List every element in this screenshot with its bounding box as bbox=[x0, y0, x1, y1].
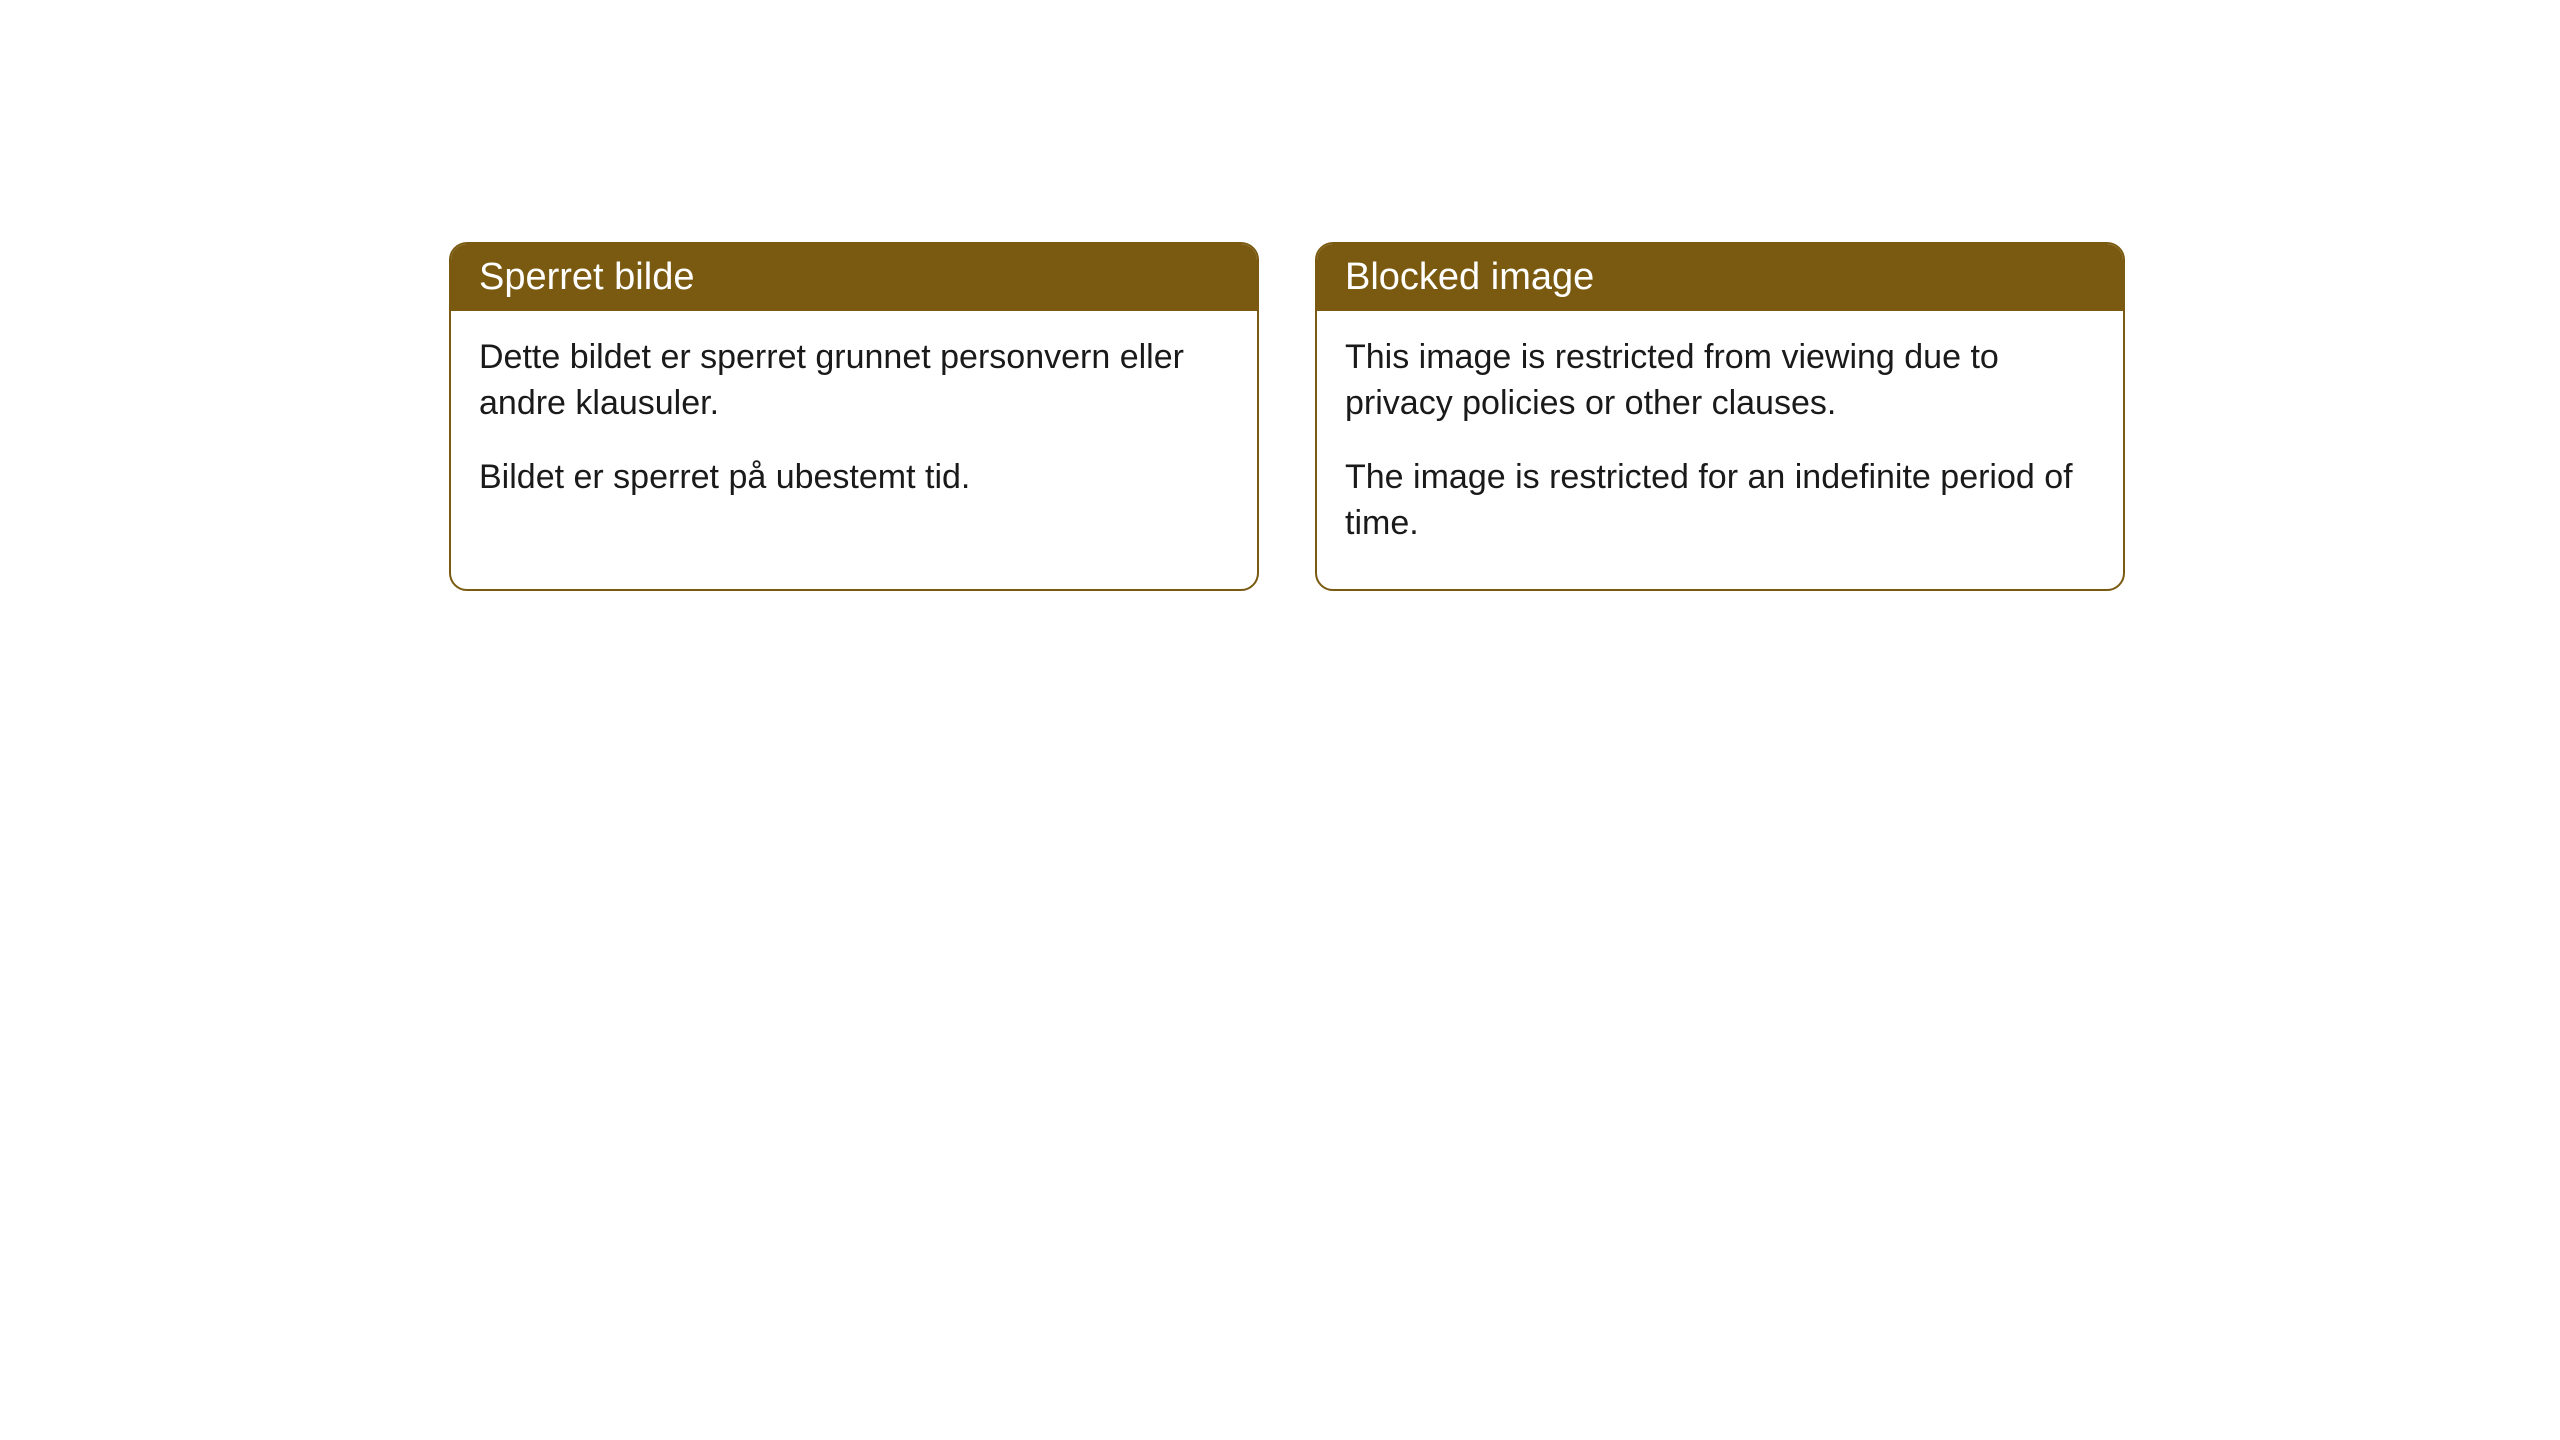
card-header-norwegian: Sperret bilde bbox=[451, 244, 1257, 311]
card-paragraph-1: Dette bildet er sperret grunnet personve… bbox=[479, 335, 1229, 427]
card-header-english: Blocked image bbox=[1317, 244, 2123, 311]
card-paragraph-1: This image is restricted from viewing du… bbox=[1345, 335, 2095, 427]
card-paragraph-2: Bildet er sperret på ubestemt tid. bbox=[479, 455, 1229, 501]
card-body-norwegian: Dette bildet er sperret grunnet personve… bbox=[451, 311, 1257, 543]
card-body-english: This image is restricted from viewing du… bbox=[1317, 311, 2123, 589]
card-paragraph-2: The image is restricted for an indefinit… bbox=[1345, 455, 2095, 547]
card-title: Blocked image bbox=[1345, 256, 1594, 298]
card-title: Sperret bilde bbox=[479, 256, 694, 298]
blocked-image-card-norwegian: Sperret bilde Dette bildet er sperret gr… bbox=[449, 242, 1259, 591]
blocked-image-card-english: Blocked image This image is restricted f… bbox=[1315, 242, 2125, 591]
notice-cards-container: Sperret bilde Dette bildet er sperret gr… bbox=[449, 242, 2125, 591]
